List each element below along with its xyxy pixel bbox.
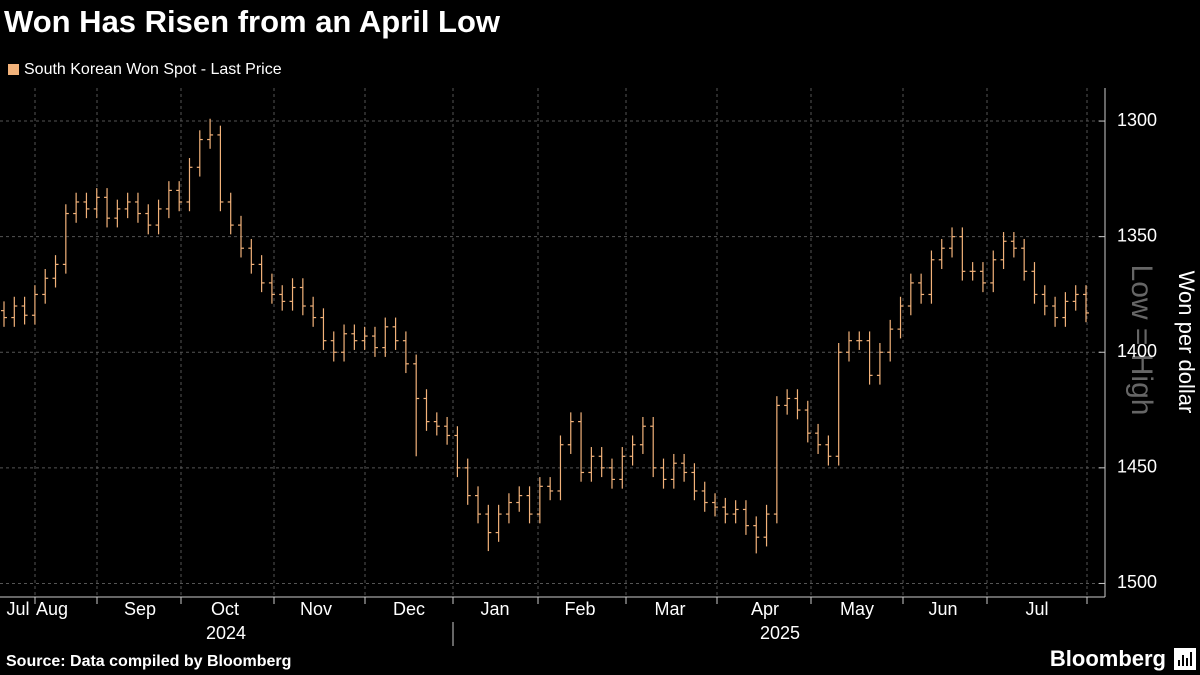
y-tick-label: 1450 [1117, 457, 1157, 477]
x-tick-label: Dec [393, 599, 425, 619]
x-tick-label: Apr [751, 599, 779, 619]
x-tick-label: Jul [1025, 599, 1048, 619]
brand: Bloomberg [1050, 646, 1166, 671]
x-tick-label: Feb [564, 599, 595, 619]
x-tick-label: Nov [300, 599, 332, 619]
year-label: 2024 [206, 623, 246, 643]
y-tick-label: 1500 [1117, 572, 1157, 592]
x-tick-label: Jun [928, 599, 957, 619]
y-tick-label: 1300 [1117, 110, 1157, 130]
legend-label: South Korean Won Spot - Last Price [24, 61, 282, 78]
x-tick-label: Jul [6, 599, 29, 619]
x-tick-label: Sep [124, 599, 156, 619]
x-tick-label: Jan [480, 599, 509, 619]
y-tick-label: 1400 [1117, 341, 1157, 361]
annotation: Low = High [1125, 265, 1158, 416]
chart-title: Won Has Risen from an April Low [4, 4, 501, 39]
year-label: 2025 [760, 623, 800, 643]
brand-icon [1174, 648, 1196, 670]
x-tick-label: May [840, 599, 874, 619]
y-axis-label: Won per dollar [1174, 271, 1199, 414]
x-tick-label: Oct [211, 599, 239, 619]
legend-swatch [8, 64, 19, 75]
x-tick-label: Aug [36, 599, 68, 619]
x-tick-label: Mar [655, 599, 686, 619]
y-tick-label: 1350 [1117, 225, 1157, 245]
source: Source: Data compiled by Bloomberg [6, 653, 291, 670]
